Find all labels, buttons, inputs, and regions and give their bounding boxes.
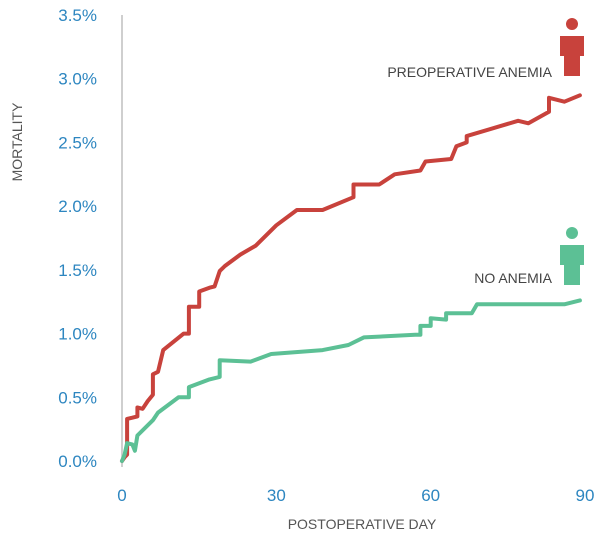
- series-label: PREOPERATIVE ANEMIA: [387, 64, 552, 80]
- y-axis-title: MORTALITY: [9, 102, 25, 181]
- x-tick-label: 90: [576, 486, 595, 505]
- x-axis-title: POSTOPERATIVE DAY: [288, 516, 437, 532]
- y-tick-label: 3.0%: [58, 70, 97, 89]
- y-tick-label: 1.5%: [58, 261, 97, 280]
- x-tick-label: 0: [117, 486, 126, 505]
- x-tick-label: 60: [421, 486, 440, 505]
- y-tick-label: 0.5%: [58, 388, 97, 407]
- y-tick-label: 0.0%: [58, 452, 97, 471]
- x-axis-ticks: 0 30 60 90: [117, 486, 594, 505]
- person-icon: [560, 18, 584, 76]
- y-tick-label: 3.5%: [58, 6, 97, 25]
- series-icons: PREOPERATIVE ANEMIA NO ANEMIA: [387, 18, 584, 286]
- x-tick-label: 30: [267, 486, 286, 505]
- y-tick-label: 2.0%: [58, 197, 97, 216]
- series-label: NO ANEMIA: [474, 270, 552, 286]
- y-tick-label: 2.5%: [58, 133, 97, 152]
- person-icon: [560, 227, 584, 285]
- y-tick-label: 1.0%: [58, 325, 97, 344]
- y-axis-ticks: 0.0% 0.5% 1.0% 1.5% 2.0% 2.5% 3.0% 3.5%: [58, 6, 97, 471]
